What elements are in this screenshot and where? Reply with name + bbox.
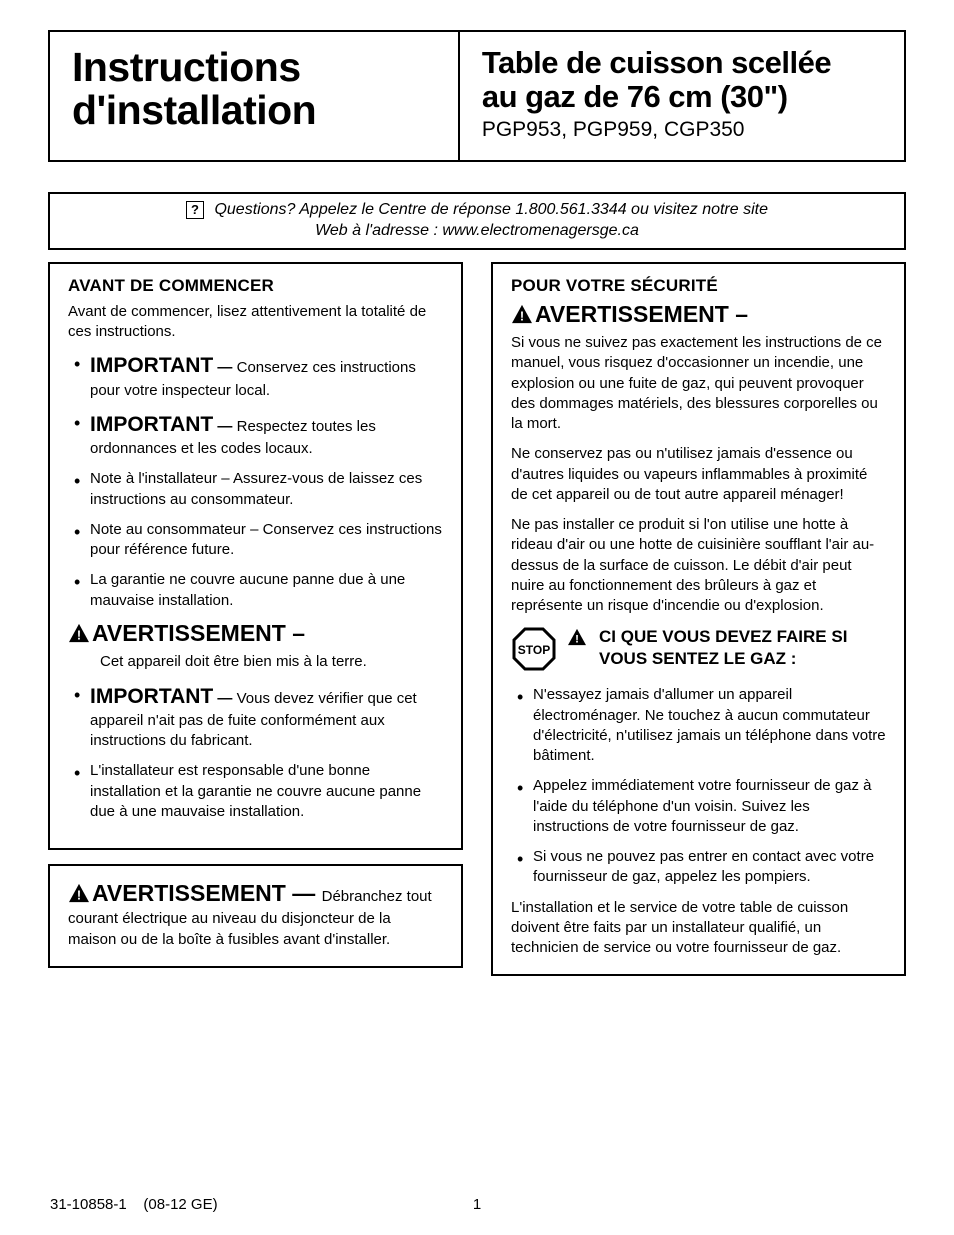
stop-row: STOP ! CI QUE VOUS DEVEZ FAIRE SI VOUS S… — [511, 626, 886, 677]
warning-icon: ! — [511, 304, 533, 329]
note-warranty: La garantie ne couvre aucune panne due à… — [72, 570, 443, 611]
gas-smell-list: N'essayez jamais d'allumer un appareil é… — [511, 685, 886, 887]
doc-number: 31-10858-1 — [50, 1196, 127, 1213]
stop-heading: CI QUE VOUS DEVEZ FAIRE SI VOUS SENTEZ L… — [599, 626, 886, 669]
questions-line-2: Web à l'adresse : www.electromenagersge.… — [315, 222, 639, 239]
warning-disconnect-content: ! AVERTISSEMENT — Débranchez tout couran… — [68, 878, 443, 950]
product-name: Table de cuisson scellée au gaz de 76 cm… — [482, 46, 882, 114]
page-footer: 31-10858-1 (08-12 GE) 1 — [48, 1196, 906, 1213]
warning-main-heading: ! AVERTISSEMENT – — [511, 302, 886, 329]
warning-dash: – — [729, 301, 748, 327]
title-line-1: Instructions — [72, 44, 301, 90]
questions-box: ? Questions? Appelez le Centre de répons… — [48, 192, 906, 250]
svg-text:!: ! — [520, 308, 524, 323]
svg-text:!: ! — [77, 887, 81, 902]
dash: — — [286, 880, 322, 906]
important-list-1: IMPORTANT — Conservez ces instructions p… — [68, 352, 443, 611]
subtitle-line-2: au gaz de 76 cm (30") — [482, 79, 788, 114]
important-label: IMPORTANT — [90, 413, 213, 436]
important-item-3: IMPORTANT — Vous devez vérifier que cet … — [72, 683, 443, 752]
dash: — — [213, 418, 236, 435]
warning-disconnect-box: ! AVERTISSEMENT — Débranchez tout couran… — [48, 864, 463, 968]
subtitle-line-1: Table de cuisson scellée — [482, 45, 831, 80]
warning-grounding-text: Cet appareil doit être bien mis à la ter… — [68, 652, 443, 672]
header-row: Instructions d'installation Table de cui… — [48, 30, 906, 162]
important-list-2: IMPORTANT — Vous devez vérifier que cet … — [68, 683, 443, 823]
dash: — — [213, 690, 236, 707]
before-start-intro: Avant de commencer, lisez attentivement … — [68, 302, 443, 343]
before-start-heading: AVANT DE COMMENCER — [68, 276, 443, 296]
doc-title: Instructions d'installation — [72, 46, 436, 132]
note-installer: Note à l'installateur – Assurez-vous de … — [72, 469, 443, 510]
doc-revision: (08-12 GE) — [143, 1196, 217, 1213]
important-item-1: IMPORTANT — Conservez ces instructions p… — [72, 352, 443, 401]
dash: — — [213, 359, 236, 376]
note-consumer: Note au consommateur – Conservez ces ins… — [72, 520, 443, 561]
svg-text:STOP: STOP — [518, 643, 550, 657]
before-start-box: AVANT DE COMMENCER Avant de commencer, l… — [48, 262, 463, 850]
note-installer-responsible: L'installateur est responsable d'une bon… — [72, 761, 443, 822]
model-numbers: PGP953, PGP959, CGP350 — [482, 118, 882, 142]
header-title-box: Instructions d'installation — [48, 30, 460, 162]
warning-label: AVERTISSEMENT — [92, 620, 286, 646]
safety-p4: L'installation et le service de votre ta… — [511, 898, 886, 959]
warning-label: AVERTISSEMENT — [535, 301, 729, 327]
warning-label: AVERTISSEMENT — [92, 880, 286, 906]
question-icon: ? — [186, 201, 204, 219]
left-column: AVANT DE COMMENCER Avant de commencer, l… — [48, 262, 463, 977]
gas-bullet-2: Appelez immédiatement votre fournisseur … — [515, 776, 886, 837]
safety-heading: POUR VOTRE SÉCURITÉ — [511, 276, 886, 296]
warning-grounding-heading: ! AVERTISSEMENT – — [68, 621, 443, 648]
important-item-2: IMPORTANT — Respectez toutes les ordonna… — [72, 411, 443, 460]
safety-p1: Si vous ne suivez pas exactement les ins… — [511, 333, 886, 434]
gas-bullet-3: Si vous ne pouvez pas entrer en contact … — [515, 847, 886, 888]
svg-text:!: ! — [575, 634, 579, 646]
important-label: IMPORTANT — [90, 354, 213, 377]
important-label: IMPORTANT — [90, 685, 213, 708]
right-column: POUR VOTRE SÉCURITÉ ! AVERTISSEMENT – Si… — [491, 262, 906, 977]
gas-bullet-1: N'essayez jamais d'allumer un appareil é… — [515, 685, 886, 766]
stop-icon: STOP — [511, 626, 557, 677]
svg-text:!: ! — [77, 627, 81, 642]
footer-left: 31-10858-1 (08-12 GE) — [50, 1196, 218, 1213]
warning-icon: ! — [68, 883, 90, 909]
safety-p3: Ne pas installer ce produit si l'on util… — [511, 515, 886, 616]
header-subtitle-box: Table de cuisson scellée au gaz de 76 cm… — [460, 30, 906, 162]
warning-icon: ! — [567, 628, 587, 651]
warning-dash: – — [286, 620, 305, 646]
page-number: 1 — [473, 1196, 481, 1213]
safety-p2: Ne conservez pas ou n'utilisez jamais d'… — [511, 444, 886, 505]
title-line-2: d'installation — [72, 87, 316, 133]
warning-icon: ! — [68, 623, 90, 648]
questions-line-1: Questions? Appelez le Centre de réponse … — [214, 201, 768, 218]
safety-box: POUR VOTRE SÉCURITÉ ! AVERTISSEMENT – Si… — [491, 262, 906, 977]
content-columns: AVANT DE COMMENCER Avant de commencer, l… — [48, 262, 906, 977]
